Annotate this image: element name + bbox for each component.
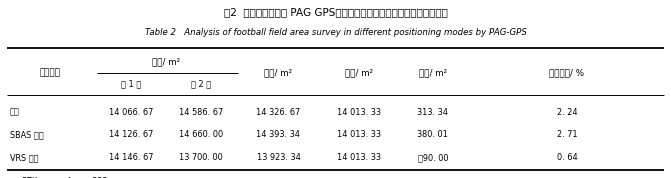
Text: 相对误差/ %: 相对误差/ % (550, 68, 584, 77)
Text: 14 393. 34: 14 393. 34 (256, 130, 301, 139)
Text: 单机: 单机 (10, 108, 20, 117)
Text: 14 013. 33: 14 013. 33 (337, 130, 381, 139)
Text: 2. 71: 2. 71 (557, 130, 577, 139)
Text: 定位方式: 定位方式 (40, 68, 61, 77)
Text: 标准/ m²: 标准/ m² (345, 68, 373, 77)
Text: 第 2 圈: 第 2 圈 (191, 79, 211, 88)
Text: 14 326. 67: 14 326. 67 (256, 108, 301, 117)
Text: 13 700. 00: 13 700. 00 (179, 153, 223, 162)
Text: 14 586. 67: 14 586. 67 (179, 108, 223, 117)
Text: 2. 24: 2. 24 (557, 108, 577, 117)
Text: 注：  RTK 差分模式下 Aggps332 接收机记录的足球场面积。: 注： RTK 差分模式下 Aggps332 接收机记录的足球场面积。 (7, 177, 168, 178)
Text: 14 066. 67: 14 066. 67 (109, 108, 153, 117)
Text: SBAS 差分: SBAS 差分 (10, 130, 44, 139)
Text: 313. 34: 313. 34 (417, 108, 448, 117)
Text: －90. 00: －90. 00 (417, 153, 448, 162)
Text: 面积/ m²: 面积/ m² (152, 57, 180, 66)
Text: 14 013. 33: 14 013. 33 (337, 108, 381, 117)
Text: Table 2   Analysis of football field area survey in different positioning modes : Table 2 Analysis of football field area … (144, 28, 527, 36)
Text: 误差/ m²: 误差/ m² (419, 68, 447, 77)
Text: 14 013. 33: 14 013. 33 (337, 153, 381, 162)
Text: 14 660. 00: 14 660. 00 (179, 130, 223, 139)
Text: 第 1 圈: 第 1 圈 (121, 79, 141, 88)
Text: 380. 01: 380. 01 (417, 130, 448, 139)
Text: VRS 差分: VRS 差分 (10, 153, 38, 162)
Text: 13 923. 34: 13 923. 34 (256, 153, 301, 162)
Text: 表2  不同定位方式下 PAG GPS接收机测量得到的足球场面积及误差分析: 表2 不同定位方式下 PAG GPS接收机测量得到的足球场面积及误差分析 (223, 7, 448, 17)
Text: 0. 64: 0. 64 (557, 153, 577, 162)
Text: 14 126. 67: 14 126. 67 (109, 130, 153, 139)
Text: 平均/ m²: 平均/ m² (264, 68, 293, 77)
Text: 14 146. 67: 14 146. 67 (109, 153, 153, 162)
